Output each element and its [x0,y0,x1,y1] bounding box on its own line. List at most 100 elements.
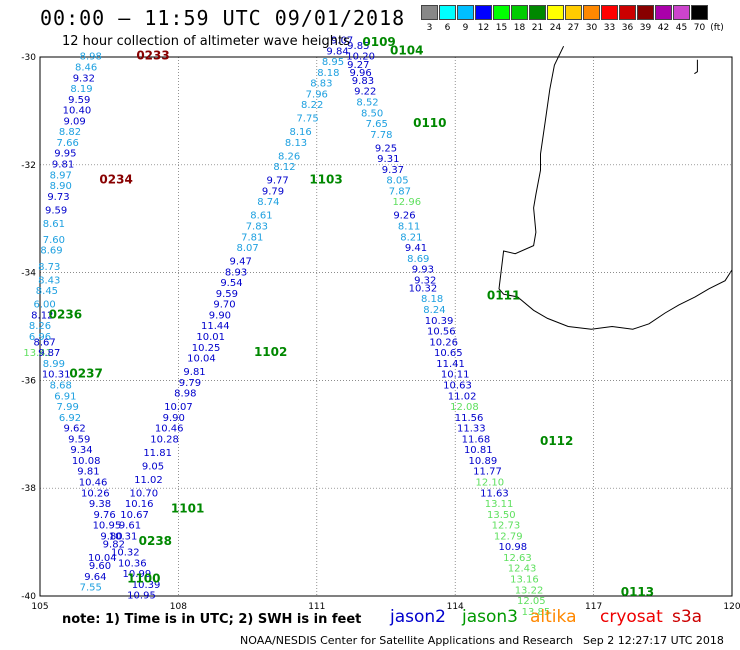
wave-height-value: 9.05 [142,461,164,472]
axis-labels: 105 108 111 114 117 120 -30 -32 -34 -36 -38 -40 [21,53,740,612]
lat-tick-label: -40 [21,592,36,602]
time-label: 0112 [540,434,573,448]
wave-height-value: 13.11 [485,499,514,510]
wave-height-value: 8.69 [40,246,62,257]
coastline [498,45,733,330]
wave-height-value: 13.50 [487,510,516,521]
wave-height-value: 7.55 [80,583,102,594]
lat-tick-label: -30 [21,53,36,63]
time-label: 0234 [99,173,132,187]
wave-height-value: 9.26 [393,211,415,222]
wave-height-value: 9.93 [412,265,434,276]
wave-height-value: 10.20 [346,52,375,63]
mission-jason3: jason3 [462,607,518,627]
wave-height-values: 8.988.469.328.199.5910.409.098.827.669.9… [23,36,550,618]
wave-height-value: 9.80 [100,531,122,542]
wave-height-value: 13.22 [515,585,544,596]
wave-height-value: 10.11 [441,370,470,381]
wave-height-value: 10.65 [434,348,463,359]
map-frame [39,56,733,597]
scale-label: 15 [495,23,508,33]
wave-height-value: 8.52 [356,98,378,109]
wave-height-value: 9.59 [68,434,90,445]
scale-label: 9 [462,23,469,33]
scale-label: 70 [693,23,706,33]
wave-height-value: 10.16 [125,499,154,510]
wave-height-value: 7.99 [57,402,79,413]
wave-height-value: 10.40 [63,106,92,117]
wave-height-value: 9.59 [216,289,238,300]
scale-label: 21 [531,23,544,33]
wave-height-value: 11.56 [455,413,484,424]
wave-height-value: 10.63 [443,380,472,391]
wave-height-value: 10.95 [93,521,122,532]
wave-height-value: 8.21 [400,232,422,243]
wave-height-value: 8.05 [386,176,408,187]
coastline-path [498,45,733,330]
wave-height-value: 7.65 [366,119,388,130]
wave-height-value: 6.96 [29,332,51,343]
time-label: 1101 [171,501,204,515]
scale-swatch [421,5,438,20]
wave-height-value: 9.84 [326,46,348,57]
wave-height-value: 9.60 [89,561,111,572]
scale-label: 39 [639,23,652,33]
wave-height-value: 8.18 [317,68,339,79]
scale-swatch [583,5,600,20]
wave-height-value: 8.98 [174,389,196,400]
wave-height-value: 9.70 [213,300,235,311]
wave-height-value: 10.56 [427,327,456,338]
wave-height-value: 8.18 [421,294,443,305]
time-label: 1102 [254,345,287,359]
time-label: 0111 [487,289,520,303]
island-path [694,59,698,75]
wave-height-value: 9.31 [377,154,399,165]
wave-height-value: 8.12 [31,310,53,321]
wave-height-value: 10.46 [79,478,108,489]
wave-height-value: 9.90 [163,413,185,424]
wave-height-value: 10.04 [187,354,216,365]
lat-tick-label: -34 [21,269,36,279]
wave-height-value: 11.81 [143,448,172,459]
scale-label: 24 [549,23,562,33]
wave-height-value: 8.67 [33,337,55,348]
wave-height-value: 10.39 [425,316,454,327]
wave-height-value: 12.73 [492,521,521,532]
scale-label: 18 [513,23,526,33]
time-label: 1100 [127,572,160,586]
wave-height-value: 9.61 [119,521,141,532]
wave-height-value: 12.63 [503,553,532,564]
wave-height-value: 9.76 [93,510,115,521]
wave-height-value: 9.25 [375,143,397,154]
scale-label: 36 [621,23,634,33]
wave-height-value: 9.64 [84,572,106,583]
scale-label: 42 [657,23,670,33]
scale-label: 33 [603,23,616,33]
wave-height-value: 7.66 [57,138,79,149]
scale-swatch [565,5,582,20]
wave-height-value: 9.96 [349,68,371,79]
wave-height-value: 12.43 [508,564,537,575]
wave-height-value: 8.93 [225,267,247,278]
generation-timestamp: Sep 2 12:27:17 UTC 2018 [583,634,724,647]
wave-height-value: 9.81 [183,367,205,378]
wave-height-value: 8.26 [278,151,300,162]
time-label: 0109 [362,35,395,49]
wave-height-value: 9.22 [354,87,376,98]
wave-height-value: 10.08 [72,456,101,467]
wave-height-value: 8.61 [43,219,65,230]
lat-tick-label: -32 [21,161,36,171]
wave-height-value: 9.32 [73,73,95,84]
wave-height-value: 9.32 [414,275,436,286]
scale-label: 45 [675,23,688,33]
scale-swatch [511,5,528,20]
wave-height-value: 11.68 [462,434,491,445]
scale-swatch [439,5,456,20]
wave-height-value: 8.69 [407,254,429,265]
wave-height-value: 7.83 [246,221,268,232]
wave-height-value: 8.24 [423,305,445,316]
wave-height-value: 8.11 [398,221,420,232]
scale-label: 27 [567,23,580,33]
lat-tick-label: -38 [21,484,36,494]
time-label: 0237 [69,367,102,381]
